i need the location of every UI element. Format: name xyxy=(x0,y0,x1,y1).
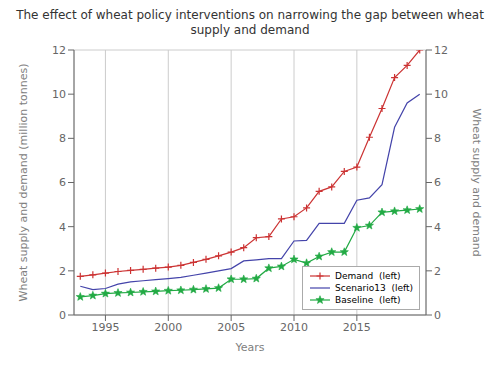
svg-text:6: 6 xyxy=(434,176,441,189)
svg-text:2005: 2005 xyxy=(217,321,245,334)
svg-text:4: 4 xyxy=(59,221,66,234)
html-text:Demand (left): Demand (left) xyxy=(335,271,401,281)
svg-text:12: 12 xyxy=(434,44,448,57)
svg-text:2: 2 xyxy=(434,265,441,278)
html-text:The effect of wheat policy int: The effect of wheat policy interventions… xyxy=(16,8,484,37)
svg-text:2: 2 xyxy=(59,265,66,278)
svg-text:2010: 2010 xyxy=(280,321,308,334)
html-text:Scenario13 (left): Scenario13 (left) xyxy=(335,283,413,293)
svg-text:4: 4 xyxy=(434,221,441,234)
svg-text:12: 12 xyxy=(52,44,66,57)
svg-text:2000: 2000 xyxy=(154,321,182,334)
svg-text:Years: Years xyxy=(234,341,264,354)
svg-text:0: 0 xyxy=(59,309,66,322)
svg-text:8: 8 xyxy=(434,132,441,145)
svg-text:8: 8 xyxy=(59,132,66,145)
svg-text:6: 6 xyxy=(59,176,66,189)
svg-text:1995: 1995 xyxy=(91,321,119,334)
svg-text:10: 10 xyxy=(434,88,448,101)
html-text:Baseline (left): Baseline (left) xyxy=(335,295,401,305)
svg-text:10: 10 xyxy=(52,88,66,101)
svg-text:2015: 2015 xyxy=(343,321,371,334)
svg-text:Wheat supply and demand (milli: Wheat supply and demand (million tonnes) xyxy=(17,64,30,302)
svg-text:Wheat supply and demand: Wheat supply and demand xyxy=(470,108,483,256)
svg-text:0: 0 xyxy=(434,309,441,322)
